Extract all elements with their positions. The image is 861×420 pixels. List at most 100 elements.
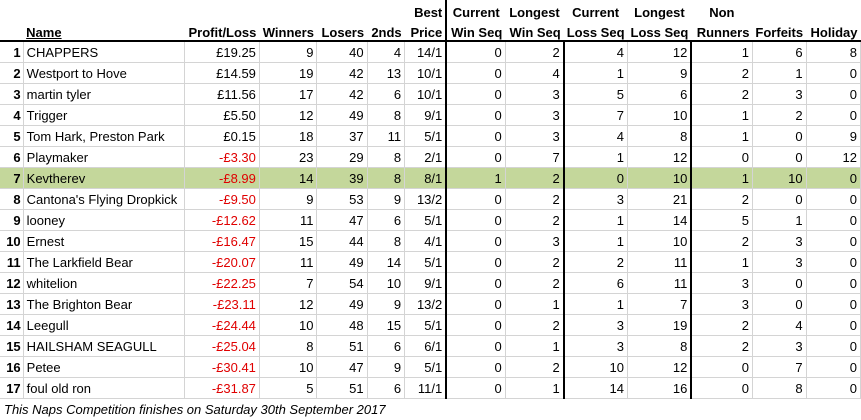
- best-price-cell: 5/1: [404, 251, 447, 273]
- longest-win-seq-cell: 3: [505, 104, 565, 126]
- profit-loss-cell: -£9.50: [184, 188, 260, 210]
- table-row: 5 Tom Hark, Preston Park £0.15 18 37 11 5/1 0 3 4…: [0, 125, 861, 147]
- name-cell: Playmaker: [23, 146, 186, 168]
- current-loss-seq-cell: 1: [563, 230, 629, 252]
- best-price-cell: 10/1: [404, 62, 447, 84]
- profit-loss-cell: -£16.47: [184, 230, 260, 252]
- longest-win-seq-cell: 2: [505, 41, 565, 63]
- winners-cell: 15: [259, 230, 318, 252]
- current-win-seq-cell: 0: [445, 251, 506, 273]
- winners-cell: 11: [259, 251, 318, 273]
- current-win-seq-cell: 0: [445, 314, 506, 336]
- name-cell: Cantona's Flying Dropkick: [23, 188, 186, 210]
- forfeits-cell: 0: [752, 272, 807, 294]
- table-row: 12 whitelion -£22.25 7 54 10 9/1 0 2 6 11 3 0 0: [0, 272, 861, 294]
- position-cell: 9: [0, 209, 24, 231]
- seconds-cell: 9: [367, 356, 406, 378]
- profit-loss-cell: -£30.41: [184, 356, 260, 378]
- non-runners-cell: 1: [691, 251, 753, 273]
- seconds-cell: 8: [367, 104, 406, 126]
- longest-loss-seq-cell: 6: [627, 83, 693, 105]
- best-price-cell: 8/1: [404, 167, 447, 189]
- non-runners-cell: 3: [691, 293, 753, 315]
- current-loss-seq-cell: 6: [563, 272, 629, 294]
- longest-loss-seq-cell: 8: [627, 335, 693, 357]
- position-cell: 16: [0, 356, 24, 378]
- losers-cell: 51: [316, 335, 368, 357]
- non-runners-cell: 0: [691, 377, 753, 399]
- longest-loss-seq-cell: 14: [627, 209, 693, 231]
- current-win-seq-cell: 0: [445, 62, 506, 84]
- current-loss-seq-cell: 10: [563, 356, 629, 378]
- longest-win-seq-cell: 1: [505, 335, 565, 357]
- forfeits-cell: 0: [752, 293, 807, 315]
- current-loss-seq-cell: 1: [563, 293, 629, 315]
- longest-loss-header: Loss Seq: [627, 20, 692, 42]
- winners-cell: 18: [259, 125, 318, 147]
- non-runners-cell: 1: [691, 167, 753, 189]
- best-price-cell: 6/1: [404, 335, 447, 357]
- forfeits-cell: 3: [752, 251, 807, 273]
- forfeits-cell: 3: [752, 230, 807, 252]
- current-loss-seq-cell: 3: [563, 188, 629, 210]
- holiday-cell: 0: [806, 377, 861, 399]
- forfeits-cell: 0: [752, 125, 807, 147]
- holiday-cell: 12: [806, 146, 861, 168]
- winners-cell: 11: [259, 209, 318, 231]
- profit-loss-cell: £0.15: [184, 125, 260, 147]
- non-runners-cell: 2: [691, 335, 753, 357]
- losers-cell: 49: [316, 251, 368, 273]
- seconds-cell: 8: [367, 167, 406, 189]
- current-win-header: Win Seq: [445, 20, 506, 42]
- losers-cell: 54: [316, 272, 368, 294]
- longest-win-header: Win Seq: [505, 20, 564, 42]
- longest-win-seq-cell: 2: [505, 209, 565, 231]
- seconds-cell: 6: [367, 83, 406, 105]
- position-cell: 6: [0, 146, 24, 168]
- longest-loss-seq-cell: 7: [627, 293, 693, 315]
- best-price-cell: 11/1: [404, 377, 447, 399]
- winners-cell: 12: [259, 293, 318, 315]
- current-loss-seq-cell: 2: [563, 251, 629, 273]
- name-cell: The Larkfield Bear: [23, 251, 186, 273]
- longest-win-seq-cell: 1: [505, 293, 565, 315]
- current-loss-seq-cell: 1: [563, 62, 629, 84]
- longest-loss-header-top: Longest: [634, 5, 685, 20]
- current-win-seq-cell: 0: [445, 230, 506, 252]
- forfeits-cell: 7: [752, 356, 807, 378]
- longest-loss-seq-cell: 9: [627, 62, 693, 84]
- longest-loss-seq-cell: 10: [627, 230, 693, 252]
- current-win-seq-cell: 0: [445, 356, 506, 378]
- losers-cell: 42: [316, 83, 368, 105]
- current-loss-seq-cell: 3: [563, 314, 629, 336]
- forfeits-cell: 3: [752, 335, 807, 357]
- winners-cell: 23: [259, 146, 318, 168]
- profit-loss-cell: -£20.07: [184, 251, 260, 273]
- current-win-header-top: Current: [445, 0, 506, 20]
- non-runners-cell: 2: [691, 83, 753, 105]
- profit-loss-cell: -£23.11: [184, 293, 260, 315]
- best-price-cell: 10/1: [404, 83, 447, 105]
- profit-loss-cell: £5.50: [184, 104, 260, 126]
- non-runners-cell: 5: [691, 209, 753, 231]
- position-cell: 4: [0, 104, 24, 126]
- winners-cell: 5: [259, 377, 318, 399]
- best-price-cell: 5/1: [404, 209, 447, 231]
- table-row: 3 martin tyler £11.56 17 42 6 10/1 0 3 5 6 2 3 0: [0, 83, 861, 105]
- longest-loss-seq-cell: 11: [627, 251, 693, 273]
- best-price-cell: 2/1: [404, 146, 447, 168]
- best-price-header: Price: [404, 20, 447, 42]
- name-cell: The Brighton Bear: [23, 293, 186, 315]
- table-row: 16 Petee -£30.41 10 47 9 5/1 0 2 10 12 0 7 0: [0, 356, 861, 378]
- forfeits-cell: 3: [752, 83, 807, 105]
- name-cell: Tom Hark, Preston Park: [23, 125, 186, 147]
- name-cell: looney: [23, 209, 186, 231]
- profit-loss-cell: £14.59: [184, 62, 260, 84]
- current-win-seq-cell: 0: [445, 335, 506, 357]
- losers-cell: 29: [316, 146, 368, 168]
- holiday-cell: 0: [806, 104, 861, 126]
- seconds-cell: 13: [367, 62, 406, 84]
- position-cell: 7: [0, 167, 24, 189]
- holiday-cell: 0: [806, 251, 861, 273]
- holiday-cell: 0: [806, 209, 861, 231]
